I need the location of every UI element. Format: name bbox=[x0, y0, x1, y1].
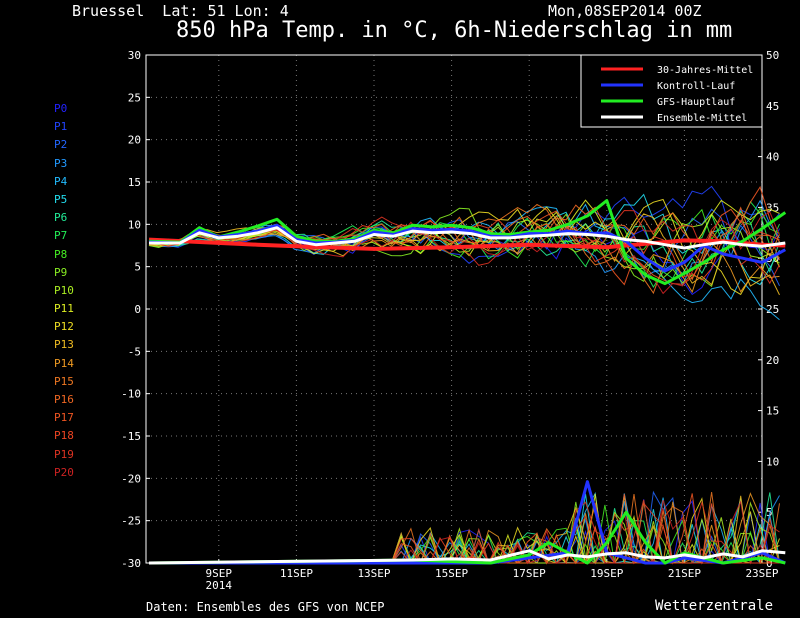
member-label: P9 bbox=[54, 265, 68, 279]
y-right-tick-label: 35 bbox=[766, 201, 779, 214]
x-tick-label: 19SEP bbox=[590, 567, 623, 580]
x-tick-label: 17SEP bbox=[513, 567, 546, 580]
brand-label: Wetterzentrale bbox=[655, 598, 774, 614]
y-left-tick-label: 20 bbox=[128, 134, 141, 147]
y-left-tick-label: -10 bbox=[121, 388, 141, 401]
member-label: P14 bbox=[54, 356, 74, 370]
member-label: P10 bbox=[54, 283, 74, 297]
member-label: P13 bbox=[54, 338, 74, 352]
y-left-tick-label: -5 bbox=[128, 345, 141, 358]
member-label: P20 bbox=[54, 465, 74, 479]
y-left-tick-label: 10 bbox=[128, 218, 141, 231]
y-right-tick-label: 45 bbox=[766, 100, 779, 113]
member-label: P17 bbox=[54, 411, 74, 425]
member-label: P2 bbox=[54, 138, 68, 152]
y-left-tick-label: 5 bbox=[134, 261, 141, 274]
y-right-tick-label: 25 bbox=[766, 303, 779, 316]
member-label: P1 bbox=[54, 120, 68, 134]
member-temp-line bbox=[148, 213, 780, 296]
legend-label: Ensemble-Mittel bbox=[657, 113, 747, 124]
y-right-tick-label: 50 bbox=[766, 49, 779, 62]
member-label: P0 bbox=[54, 102, 68, 115]
member-label: P11 bbox=[54, 302, 74, 316]
member-label: P7 bbox=[54, 229, 68, 243]
legend: 30-Jahres-Mittel Kontroll-Lauf GFS-Hauptla… bbox=[580, 54, 763, 128]
member-label: P15 bbox=[54, 374, 74, 388]
y-right-tick-label: 15 bbox=[766, 405, 779, 418]
x-tick-label: 13SEP bbox=[357, 567, 390, 580]
y-left-tick-label: -25 bbox=[121, 515, 141, 528]
y-left-tick-label: -30 bbox=[121, 557, 141, 570]
series-line-kontroll-lauf bbox=[148, 223, 787, 273]
member-label: P4 bbox=[54, 174, 68, 188]
y-left-tick-label: 25 bbox=[128, 91, 141, 104]
member-label: P5 bbox=[54, 192, 68, 206]
plot-frame bbox=[145, 54, 763, 564]
member-list: P0 P1 P2 P3 P4 P5 P6 P7 P8 P9 P10 P11 P12 P13 P14 P15 P1… bbox=[54, 100, 74, 482]
precip-line-ensemble-mittel bbox=[148, 549, 786, 565]
member-label: P16 bbox=[54, 393, 74, 406]
y-left-tick-label: 0 bbox=[134, 303, 141, 316]
y-left-tick-label: 15 bbox=[128, 176, 141, 189]
run-time-label: Mon,08SEP2014 00Z bbox=[548, 2, 702, 20]
legend-label: GFS-Hauptlauf bbox=[657, 97, 735, 108]
member-label: P3 bbox=[54, 156, 68, 170]
member-label: P8 bbox=[54, 247, 68, 261]
chart-title: 850 hPa Temp. in °C, 6h-Niederschlag in … bbox=[176, 18, 733, 43]
x-tick-label: 9SEP bbox=[206, 567, 233, 580]
legend-box bbox=[580, 54, 763, 128]
axes: -30-25-20-15-10-505101520253005101520253… bbox=[121, 49, 779, 592]
series-line-ensemble-mittel bbox=[149, 226, 786, 250]
legend-label: Kontroll-Lauf bbox=[657, 81, 735, 92]
member-temp-line bbox=[148, 198, 780, 296]
y-right-tick-label: 20 bbox=[766, 354, 779, 367]
series-line-gfs-hauptlauf bbox=[148, 199, 787, 286]
y-left-tick-label: -20 bbox=[121, 472, 141, 485]
x-tick-label: 11SEP bbox=[280, 567, 313, 580]
grid-lines bbox=[146, 55, 763, 563]
member-label: P6 bbox=[54, 211, 68, 225]
precipitation-series bbox=[148, 480, 786, 565]
legend-label: 30-Jahres-Mittel bbox=[657, 65, 753, 76]
y-left-tick-label: 30 bbox=[128, 49, 141, 62]
member-label: P12 bbox=[54, 320, 74, 334]
precip-line-gfs-hauptlauf bbox=[148, 510, 786, 565]
member-temp-line bbox=[148, 209, 780, 285]
station-label: Bruessel Lat: 51 Lon: 4 bbox=[72, 2, 289, 20]
x-tick-label-year: 2014 bbox=[206, 579, 233, 592]
y-right-tick-label: 10 bbox=[766, 455, 779, 468]
x-tick-label: 15SEP bbox=[435, 567, 468, 580]
temperature-series bbox=[148, 199, 787, 286]
x-tick-label: 21SEP bbox=[668, 567, 701, 580]
member-label: P19 bbox=[54, 447, 74, 461]
y-left-tick-label: -15 bbox=[121, 430, 141, 443]
x-tick-label: 23SEP bbox=[745, 567, 778, 580]
member-label: P18 bbox=[54, 429, 74, 443]
y-right-tick-label: 40 bbox=[766, 151, 779, 164]
data-source-note: Daten: Ensembles des GFS von NCEP bbox=[146, 600, 385, 614]
